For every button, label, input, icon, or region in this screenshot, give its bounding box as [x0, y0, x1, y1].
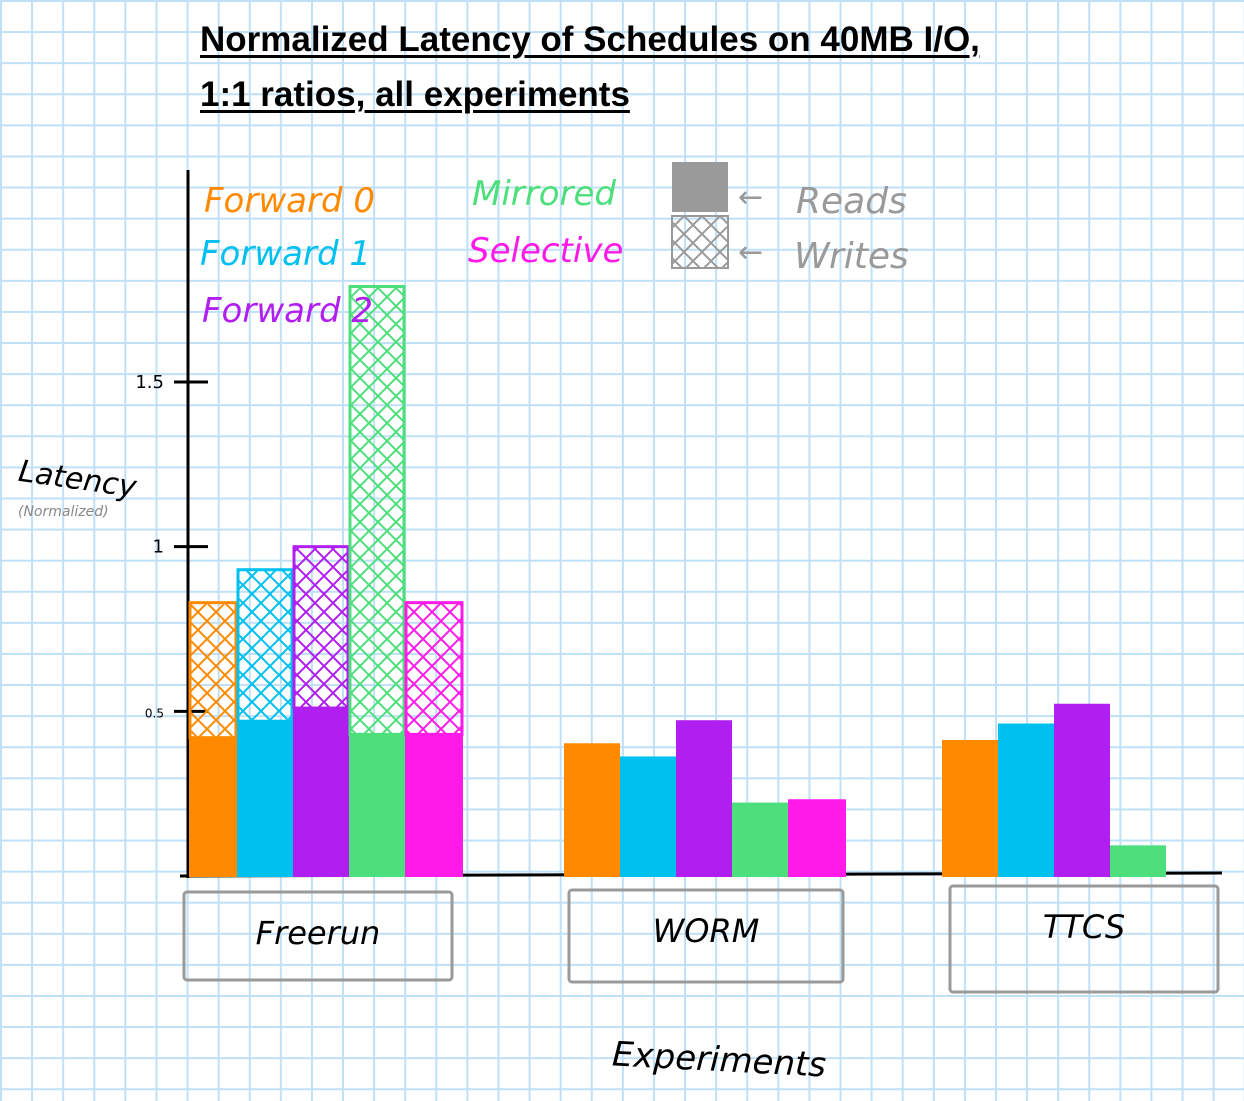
bar-reads-ttcs-1 — [998, 723, 1054, 877]
legend-item-selective: Selective — [468, 231, 623, 271]
bar-writes-freerun-1 — [236, 568, 294, 723]
category-label-freerun: Freerun — [256, 914, 381, 952]
y-axis-label: Latency — [16, 454, 140, 505]
y-axis-sublabel: (Normalized) — [18, 504, 109, 520]
bar-writes-freerun-0 — [188, 601, 238, 740]
bar-reads-freerun-0 — [189, 736, 237, 877]
bar-reads-worm-1 — [620, 756, 676, 877]
bar-reads-ttcs-3 — [1110, 845, 1166, 877]
legend-writes-arrow: ← — [738, 235, 763, 270]
chart-title-line1: Normalized Latency of Schedules on 40MB … — [200, 20, 980, 59]
legend-item-forward-1: Forward 1 — [200, 234, 371, 274]
bar-reads-ttcs-2 — [1054, 703, 1110, 877]
legend: Forward 0 Forward 1 Forward 2 Mirrored Selec… — [200, 174, 623, 331]
category-box-ttcs — [948, 884, 1220, 994]
bar-reads-worm-4 — [788, 799, 846, 878]
bar-writes-freerun-4 — [404, 601, 464, 736]
legend-writes-label: Writes — [794, 236, 909, 277]
legend-item-mirrored: Mirrored — [472, 174, 616, 214]
bar-reads-freerun-2 — [293, 707, 349, 877]
legend-writes-swatch — [671, 215, 729, 269]
x-axis-label: Experiments — [611, 1034, 827, 1085]
style-legend: ← ← Reads Writes — [671, 162, 909, 277]
y-ticks: 0.5 1 1.5 — [135, 372, 208, 720]
category-label-worm: WORM — [653, 912, 760, 950]
bar-reads-worm-2 — [676, 720, 732, 877]
chart-title: Normalized Latency of Schedules on 40MB … — [200, 12, 1200, 122]
bar-reads-worm-3 — [732, 802, 788, 878]
legend-item-forward-0: Forward 0 — [204, 181, 375, 221]
category-box-freerun — [182, 890, 454, 982]
bar-reads-ttcs-0 — [942, 739, 998, 877]
bar-reads-freerun-4 — [405, 733, 463, 877]
y-tick-label: 0.5 — [145, 706, 164, 720]
legend-reads-swatch — [672, 162, 728, 212]
category-box-worm — [567, 888, 845, 984]
bar-writes-freerun-2 — [292, 545, 350, 710]
category-boxes: Freerun WORM TTCS — [182, 884, 1220, 994]
legend-reads-arrow: ← — [738, 180, 763, 215]
y-tick-label: 1.5 — [135, 372, 164, 393]
bar-reads-freerun-1 — [237, 720, 293, 877]
legend-item-forward-2: Forward 2 — [202, 291, 373, 331]
legend-reads-label: Reads — [796, 181, 907, 222]
chart-title-line2: 1:1 ratios, all experiments — [200, 75, 630, 114]
y-tick-label: 1 — [153, 537, 164, 558]
bar-writes-freerun-3 — [348, 284, 406, 736]
category-label-ttcs: TTCS — [1043, 908, 1125, 946]
bar-reads-freerun-3 — [349, 733, 405, 877]
bars-group — [188, 284, 1166, 878]
bar-reads-worm-0 — [564, 743, 620, 877]
